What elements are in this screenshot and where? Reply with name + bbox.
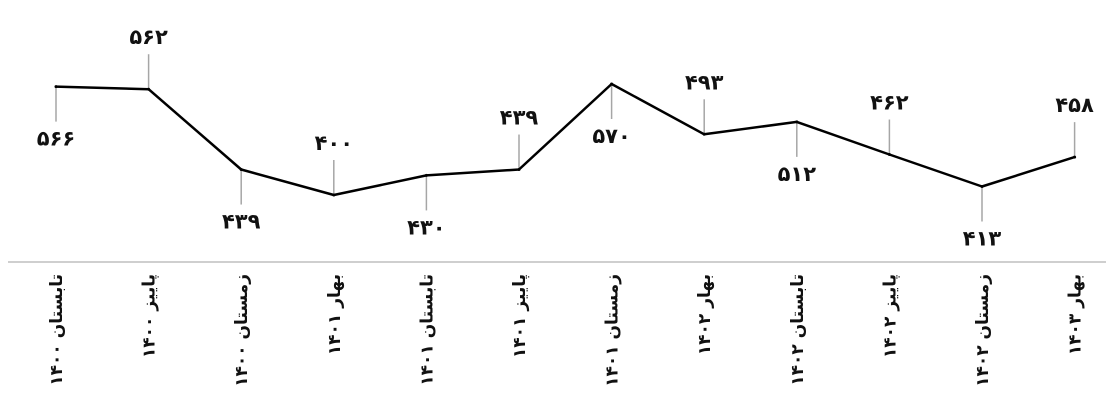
data-label: ۴۳۹ <box>222 210 261 234</box>
data-label: ۵۶۶ <box>37 127 75 151</box>
data-label: ۴۰۰ <box>315 131 353 155</box>
data-point <box>1073 155 1077 159</box>
x-tick-label: بهار ۱۴۰۱ <box>325 274 345 355</box>
leader-lines <box>55 54 1076 222</box>
data-point <box>610 82 614 86</box>
data-label: ۴۶۲ <box>870 91 909 115</box>
x-tick-label: زمستان ۱۴۰۱ <box>603 274 623 387</box>
data-point <box>54 85 58 89</box>
data-point <box>332 193 336 197</box>
x-tick-label: تابستان ۱۴۰۰ <box>47 274 67 386</box>
data-label: ۵۷۰ <box>592 124 630 148</box>
data-label: ۴۱۳ <box>963 227 1002 251</box>
x-tick-label: پاییز ۱۴۰۱ <box>510 274 530 358</box>
data-point <box>887 153 891 157</box>
data-label: ۴۳۹ <box>500 106 539 130</box>
data-label: ۵۶۲ <box>129 25 168 49</box>
data-point <box>980 185 984 189</box>
series-line <box>55 82 1075 197</box>
data-point <box>239 168 243 172</box>
x-tick-label: تابستان ۱۴۰۲ <box>788 274 808 386</box>
x-tick-label: زمستان ۱۴۰۰ <box>232 274 252 387</box>
data-label: ۴۹۳ <box>685 70 724 94</box>
data-point <box>702 132 706 136</box>
data-labels: ۵۶۶ ۵۶۲ ۴۳۹ ۴۰۰ ۴۳۰ ۴۳۹ ۵۷۰ ۴۹۳ ۵۱۲ ۴۶۲ ۴۱۳ ۴۵۸ <box>37 25 1094 250</box>
x-tick-label: بهار ۱۴۰۲ <box>695 274 715 355</box>
data-point <box>424 173 428 177</box>
x-tick-label: زمستان ۱۴۰۲ <box>973 274 993 387</box>
x-tick-label: پاییز ۱۴۰۰ <box>140 274 160 358</box>
data-label: ۵۱۲ <box>778 162 817 186</box>
x-tick-label: پاییز ۱۴۰۲ <box>880 274 900 358</box>
data-point <box>795 120 799 124</box>
data-label: ۴۵۸ <box>1055 93 1094 117</box>
series-layer <box>54 82 1077 197</box>
data-label: ۴۳۰ <box>407 215 445 239</box>
x-tick-label: تابستان ۱۴۰۱ <box>417 274 437 386</box>
x-axis: تابستان ۱۴۰۰ پاییز ۱۴۰۰ زمستان ۱۴۰۰ بهار ۱۴… <box>8 261 1106 387</box>
x-tick-label: بهار ۱۴۰۳ <box>1066 274 1086 355</box>
data-point <box>147 87 151 91</box>
data-point <box>517 168 521 172</box>
